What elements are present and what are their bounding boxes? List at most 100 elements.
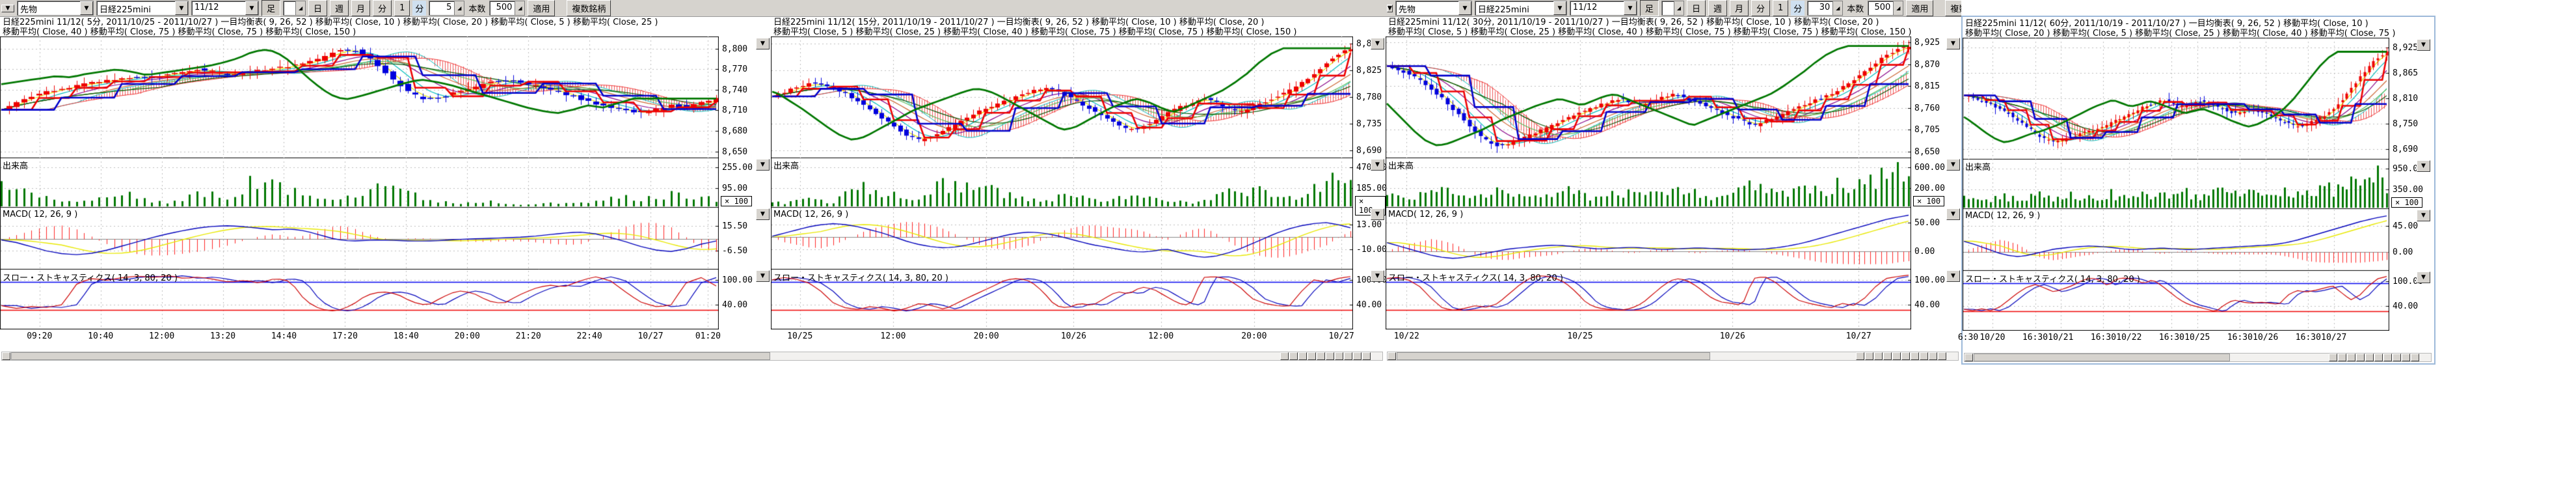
bar-type-button[interactable]: 足 [1639,0,1659,16]
stoch-pane-menu-button[interactable]: ▼ [1371,270,1384,282]
mini-toolbar-button[interactable] [2338,354,2346,361]
apply-button[interactable]: 適用 [1906,0,1934,16]
period-button-0[interactable]: 日 [1686,0,1706,16]
period-button-2[interactable]: 月 [1729,0,1749,16]
main-pane-menu-button[interactable]: ▼ [1371,38,1384,49]
mini-toolbar-button[interactable] [2374,354,2383,361]
mini-toolbar-button[interactable] [1289,352,1298,360]
chevron-down-icon[interactable]: ▼ [1623,1,1637,15]
period-button-4[interactable]: 1 [394,0,410,16]
mini-toolbar-button[interactable] [1874,352,1883,360]
bar-type-button[interactable]: 足 [262,0,281,16]
volume-pane-menu-button[interactable]: ▼ [1371,159,1384,171]
spinner-up-icon[interactable]: ◢ [454,1,464,15]
mini-toolbar-button[interactable] [1335,352,1343,360]
mini-toolbar-button[interactable] [1856,352,1864,360]
mini-toolbar-button[interactable] [1920,352,1928,360]
price-chart-canvas[interactable] [1963,18,2389,331]
scrollbar-thumb[interactable] [11,352,771,360]
spinner-up-icon[interactable]: ◢ [515,1,525,15]
chevron-down-icon[interactable]: ▼ [245,1,258,15]
category-select[interactable]: 先物 ▼ [17,1,94,16]
scrollbar-thumb[interactable] [1397,352,1711,360]
scrollbar-thumb[interactable] [1974,354,2231,361]
contract-select[interactable]: 11/12 ▼ [191,1,259,16]
chevron-down-icon[interactable]: ▼ [80,1,93,15]
period-button-2[interactable]: 月 [351,0,371,16]
macd-pane-menu-button[interactable]: ▼ [1946,208,1960,220]
period-button-1[interactable]: 週 [330,0,349,16]
volume-pane-menu-button[interactable]: ▼ [1946,159,1960,171]
spinner-up-icon[interactable]: ◢ [1832,1,1843,15]
mini-toolbar-button[interactable] [1883,352,1892,360]
mini-toolbar-button[interactable] [1280,352,1289,360]
price-chart-canvas[interactable] [771,17,1353,329]
mini-toolbar-button[interactable] [2356,354,2365,361]
main-pane-menu-button[interactable]: ▼ [2417,39,2430,51]
macd-pane-menu-button[interactable]: ▼ [1371,208,1384,220]
mini-toolbar-button[interactable] [1317,352,1325,360]
price-chart-canvas[interactable] [1386,17,1911,329]
symbol-select[interactable]: 日経225mini ▼ [96,1,189,16]
spinner-up-icon[interactable]: ◢ [295,1,306,15]
scroll-left-button[interactable] [1965,354,1973,361]
contract-select[interactable]: 11/12 ▼ [1569,1,1637,16]
main-pane-menu-button[interactable]: ▼ [1946,38,1960,49]
volume-pane-menu-button[interactable]: ▼ [756,159,770,171]
multi-symbol-button[interactable]: 複数銘柄 [1945,0,1961,16]
clipped-combo-dropdown-icon[interactable]: ▼ [1,4,14,12]
chevron-down-icon[interactable]: ▼ [1458,1,1471,15]
stoch-pane-menu-button[interactable]: ▼ [1946,270,1960,282]
horizontal-scrollbar[interactable] [1387,352,1959,361]
bars-count-spinner[interactable]: 500 ◢ [1868,1,1904,16]
horizontal-scrollbar[interactable] [1964,353,2432,362]
mini-toolbar-button[interactable] [1911,352,1919,360]
period-button-3[interactable]: 分 [1751,0,1770,16]
mini-toolbar-button[interactable] [1938,352,1946,360]
scroll-left-button[interactable] [1388,352,1396,360]
macd-pane-menu-button[interactable]: ▼ [2417,210,2430,221]
chevron-down-icon[interactable]: ▼ [175,1,188,15]
scroll-left-button[interactable] [2,352,10,360]
category-select[interactable]: 先物 ▼ [1395,1,1472,16]
mini-toolbar-button[interactable] [1308,352,1316,360]
mini-toolbar-button[interactable] [2329,354,2337,361]
mini-toolbar-button[interactable] [1344,352,1352,360]
main-pane-menu-button[interactable]: ▼ [756,38,770,49]
price-chart-canvas[interactable] [0,17,719,329]
stoch-pane-menu-button[interactable]: ▼ [756,270,770,282]
mini-toolbar-button[interactable] [2411,354,2419,361]
interval-spinner[interactable]: 30 ◢ [1807,1,1844,16]
bars-count-spinner[interactable]: 500 ◢ [489,1,526,16]
mini-toolbar-button[interactable] [2365,354,2374,361]
mini-toolbar-button[interactable] [1865,352,1873,360]
period-button-0[interactable]: 日 [308,0,328,16]
clipped-combo-dropdown-icon[interactable]: ▼ [1387,4,1393,12]
multi-symbol-button[interactable]: 複数銘柄 [567,0,611,16]
spinner-up-icon[interactable]: ◢ [1673,1,1684,15]
chevron-down-icon[interactable]: ▼ [1553,1,1566,15]
mini-toolbar-button[interactable] [1929,352,1937,360]
bar-param-spinner[interactable]: ◢ [283,1,306,16]
spinner-up-icon[interactable]: ◢ [1893,1,1903,15]
mini-toolbar-button[interactable] [2402,354,2410,361]
apply-button[interactable]: 適用 [528,0,556,16]
period-button-1[interactable]: 週 [1708,0,1727,16]
horizontal-scrollbar[interactable] [1,352,1383,361]
period-button-3[interactable]: 分 [373,0,392,16]
mini-toolbar-button[interactable] [1326,352,1334,360]
macd-pane-menu-button[interactable]: ▼ [756,208,770,220]
stoch-pane-menu-button[interactable]: ▼ [2417,271,2430,283]
mini-toolbar-button[interactable] [1353,352,1362,360]
mini-toolbar-button[interactable] [1362,352,1371,360]
mini-toolbar-button[interactable] [2393,354,2401,361]
symbol-select[interactable]: 日経225mini ▼ [1474,1,1567,16]
volume-pane-menu-button[interactable]: ▼ [2417,160,2430,172]
bar-param-spinner[interactable]: ◢ [1661,1,1684,16]
period-button-4[interactable]: 1 [1773,0,1789,16]
mini-toolbar-button[interactable] [2383,354,2392,361]
mini-toolbar-button[interactable] [1901,352,1910,360]
interval-spinner[interactable]: 5 ◢ [429,1,465,16]
mini-toolbar-button[interactable] [2347,354,2355,361]
mini-toolbar-button[interactable] [1298,352,1307,360]
